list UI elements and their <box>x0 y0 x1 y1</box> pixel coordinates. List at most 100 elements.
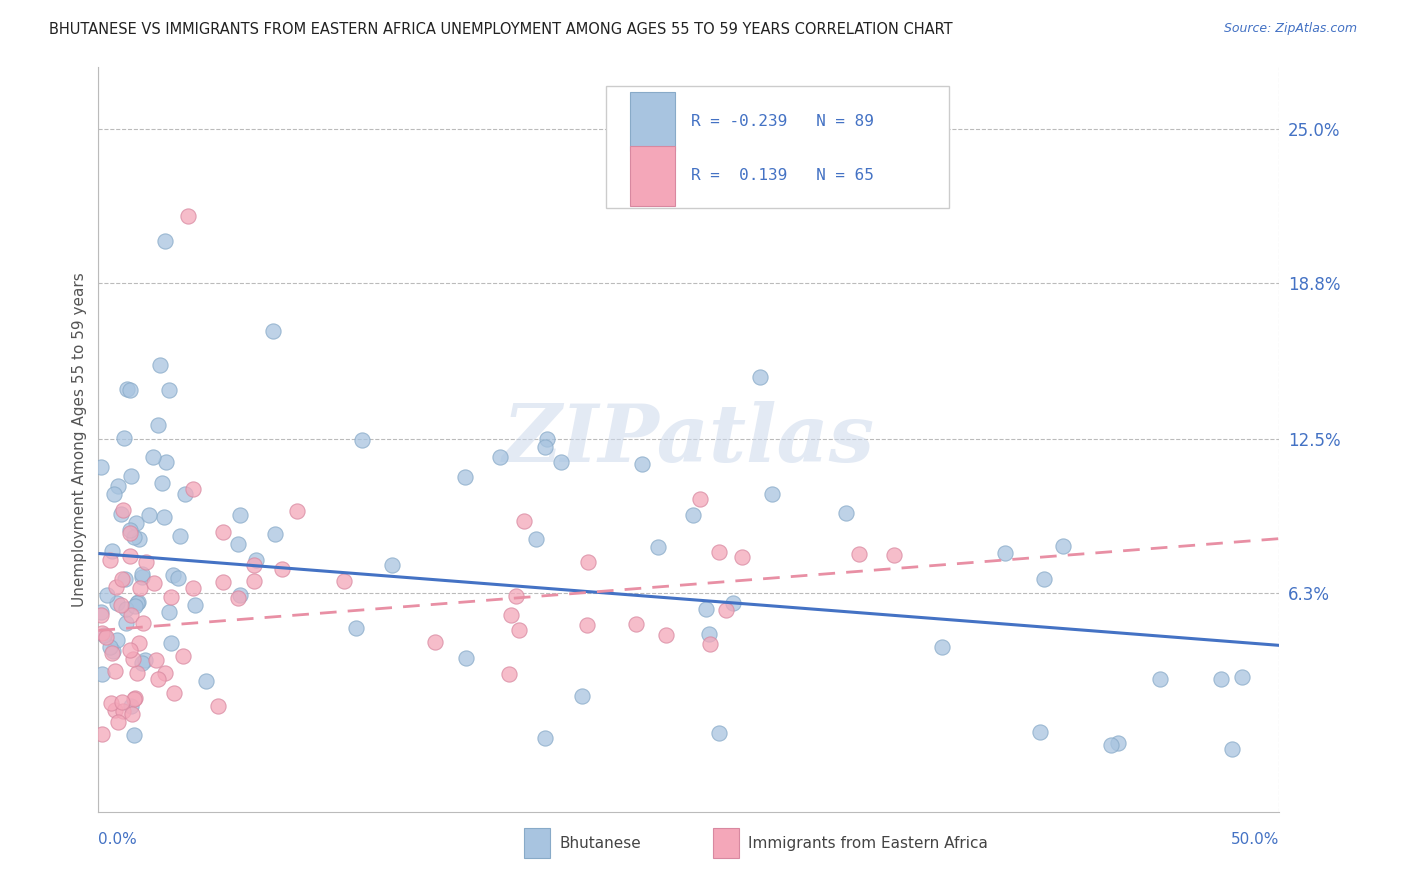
Point <box>157 605 180 619</box>
Point <box>135 555 157 569</box>
Point <box>350 433 373 447</box>
Point <box>107 714 129 729</box>
Point <box>731 549 754 564</box>
Point <box>536 433 558 447</box>
Point <box>146 672 169 686</box>
Text: Bhutanese: Bhutanese <box>560 836 641 851</box>
Point <box>333 574 356 589</box>
Point <box>425 635 447 649</box>
Text: Source: ZipAtlas.com: Source: ZipAtlas.com <box>1223 22 1357 36</box>
Bar <box>630 92 675 152</box>
Bar <box>630 146 675 206</box>
Point <box>647 540 669 554</box>
Point <box>124 690 146 705</box>
Point <box>159 590 181 604</box>
Point <box>626 616 648 631</box>
Point <box>101 646 124 660</box>
Point <box>112 431 135 445</box>
Point <box>134 652 156 666</box>
Point <box>118 383 141 397</box>
Point <box>90 607 112 622</box>
Point <box>183 598 205 612</box>
Point <box>1052 539 1074 553</box>
Point <box>120 608 142 623</box>
Text: 0.0%: 0.0% <box>98 831 138 847</box>
Point <box>163 686 186 700</box>
Point <box>748 370 770 384</box>
Point <box>120 699 142 714</box>
Point <box>181 581 204 595</box>
Point <box>149 358 172 372</box>
Point <box>883 548 905 562</box>
Point <box>1149 672 1171 686</box>
Point <box>344 622 367 636</box>
Point <box>131 656 153 670</box>
Point <box>98 553 121 567</box>
Point <box>157 383 180 397</box>
Point <box>124 599 146 613</box>
Point <box>499 607 522 622</box>
Point <box>122 530 145 544</box>
Point <box>121 706 143 721</box>
Point <box>505 589 527 603</box>
Point <box>1032 572 1054 586</box>
Point <box>142 450 165 465</box>
Point <box>229 508 252 523</box>
Point <box>245 553 267 567</box>
Point <box>96 588 118 602</box>
Point <box>194 673 217 688</box>
Point <box>98 640 121 654</box>
Point <box>655 627 678 641</box>
Point <box>131 570 153 584</box>
Point <box>1099 738 1122 752</box>
Point <box>456 651 478 665</box>
Point <box>262 324 284 338</box>
Bar <box>523 828 550 858</box>
Point <box>105 596 128 610</box>
Text: Immigrants from Eastern Africa: Immigrants from Eastern Africa <box>748 836 988 851</box>
Point <box>143 576 166 591</box>
Point <box>90 605 112 619</box>
Point <box>146 418 169 433</box>
Point <box>697 627 720 641</box>
Point <box>162 568 184 582</box>
Point <box>524 532 547 546</box>
Point <box>111 695 134 709</box>
Point <box>101 644 124 658</box>
Point <box>110 598 132 612</box>
Point <box>212 524 235 539</box>
Point <box>630 457 652 471</box>
Point <box>104 703 127 717</box>
Point <box>105 580 128 594</box>
Point <box>571 690 593 704</box>
Point <box>127 594 149 608</box>
Point <box>243 558 266 572</box>
Point <box>120 642 142 657</box>
Point <box>152 509 174 524</box>
Point <box>145 653 167 667</box>
Point <box>695 602 717 616</box>
Point <box>550 455 572 469</box>
Point <box>107 633 129 648</box>
Point <box>1209 672 1232 686</box>
Point <box>207 699 229 714</box>
Point <box>150 476 173 491</box>
Point <box>512 514 534 528</box>
Point <box>761 487 783 501</box>
Point <box>101 544 124 558</box>
Bar <box>713 828 738 858</box>
Point <box>125 596 148 610</box>
Point <box>120 523 142 537</box>
Point <box>111 572 134 586</box>
Point <box>173 487 195 501</box>
Point <box>91 727 114 741</box>
Point <box>453 469 475 483</box>
Point <box>264 527 287 541</box>
Point <box>90 460 112 475</box>
Point <box>682 508 704 522</box>
Point <box>709 545 731 559</box>
Point <box>1232 670 1254 684</box>
Point <box>122 652 145 666</box>
Point <box>118 525 141 540</box>
Point <box>160 635 183 649</box>
